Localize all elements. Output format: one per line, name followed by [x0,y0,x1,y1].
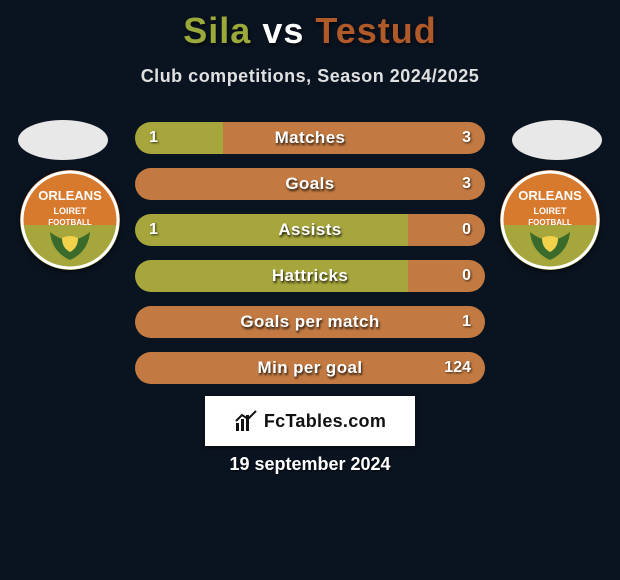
branding-text: FcTables.com [264,411,386,432]
player1-club-badge: ORLEANS LOIRET FOOTBALL [20,170,120,270]
stat-bars: 1 3 Matches 3 Goals 1 0 Assists 0 Hattricks 1 Goals… [135,122,485,398]
svg-text:LOIRET: LOIRET [54,206,88,216]
stat-label: Matches [275,128,346,148]
stat-label: Hattricks [272,266,348,286]
stat-value-right: 0 [462,221,471,239]
stat-bar: 124 Min per goal [135,352,485,384]
branding-badge: FcTables.com [205,396,415,446]
stat-label: Goals [285,174,334,194]
stat-bar: 3 Goals [135,168,485,200]
svg-text:FOOTBALL: FOOTBALL [48,218,92,227]
player2-avatar [512,120,602,160]
stat-value-left: 1 [149,129,158,147]
svg-text:LOIRET: LOIRET [534,206,568,216]
stat-bar: 1 0 Assists [135,214,485,246]
club-badge-icon: ORLEANS LOIRET FOOTBALL [500,170,600,270]
stat-value-right: 3 [462,129,471,147]
svg-text:ORLEANS: ORLEANS [38,188,102,203]
stat-bar: 0 Hattricks [135,260,485,292]
title: Sila vs Testud [0,0,620,52]
vs-text: vs [262,10,304,51]
bar-fill-left [135,214,408,246]
player2-name: Testud [315,10,436,51]
stat-label: Min per goal [258,358,363,378]
stat-value-right: 1 [462,313,471,331]
svg-text:FOOTBALL: FOOTBALL [528,218,572,227]
player1-name: Sila [183,10,251,51]
player1-avatar [18,120,108,160]
bar-fill-right [223,122,485,154]
stat-label: Goals per match [240,312,379,332]
player2-club-badge: ORLEANS LOIRET FOOTBALL [500,170,600,270]
stat-value-right: 0 [462,267,471,285]
stat-label: Assists [278,220,341,240]
stat-bar: 1 3 Matches [135,122,485,154]
comparison-card: Sila vs Testud Club competitions, Season… [0,0,620,580]
stat-value-left: 1 [149,221,158,239]
fctables-logo-icon [234,409,258,433]
svg-text:ORLEANS: ORLEANS [518,188,582,203]
stat-value-right: 124 [444,359,471,377]
stat-value-right: 3 [462,175,471,193]
subtitle: Club competitions, Season 2024/2025 [0,66,620,87]
club-badge-icon: ORLEANS LOIRET FOOTBALL [20,170,120,270]
bar-fill-right [408,214,485,246]
date-text: 19 september 2024 [229,454,390,475]
bar-fill-right [408,260,485,292]
stat-bar: 1 Goals per match [135,306,485,338]
